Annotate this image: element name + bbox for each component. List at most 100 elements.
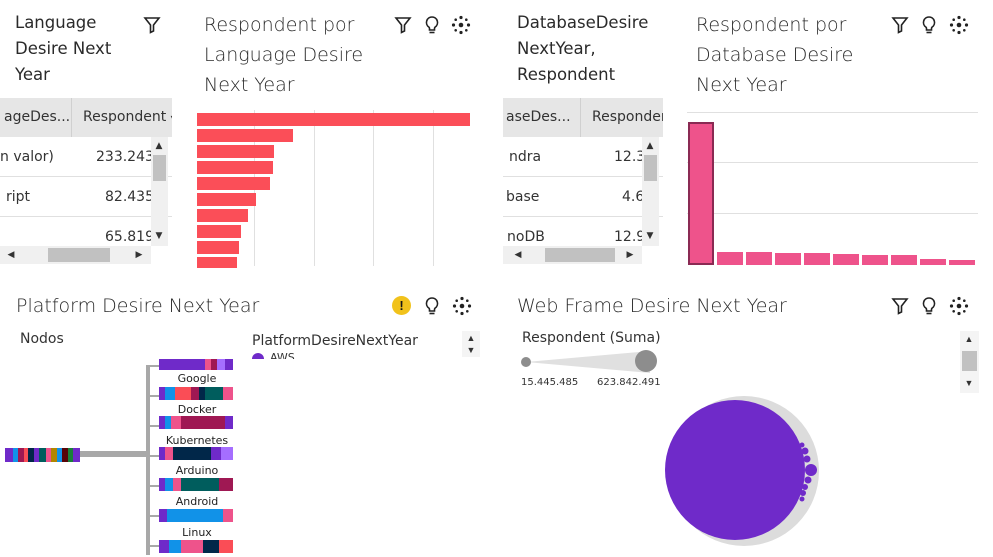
scroll-down-icon[interactable]: ▼: [466, 345, 476, 355]
bar[interactable]: [197, 129, 293, 142]
bar[interactable]: [920, 259, 946, 265]
cell-respondent: 12.9: [614, 229, 646, 245]
node-bar[interactable]: [159, 387, 233, 400]
legend-title: PlatformDesireNextYear: [252, 333, 418, 349]
scroll-down-icon[interactable]: ▼: [155, 231, 163, 241]
cell-database: noDB: [507, 229, 545, 245]
vertical-scrollbar[interactable]: ▲ ▼: [642, 137, 659, 246]
node-bar[interactable]: [159, 509, 233, 522]
vertical-scrollbar[interactable]: ▲ ▼: [151, 137, 168, 246]
scroll-left-icon[interactable]: ◀: [514, 250, 522, 260]
table-row[interactable]: n valor) 233.243: [0, 137, 172, 177]
scroll-right-icon[interactable]: ▶: [626, 250, 634, 260]
table-row[interactable]: base 4.6: [503, 177, 663, 217]
scroll-thumb[interactable]: [644, 155, 657, 181]
bar[interactable]: [197, 113, 470, 126]
bar[interactable]: [197, 209, 248, 222]
node-bar[interactable]: [159, 478, 233, 491]
database-table-title: DatabaseDesire NextYear, Respondent: [517, 13, 649, 84]
warning-icon[interactable]: !: [392, 296, 411, 315]
table-row[interactable]: noDB 12.9: [503, 217, 663, 257]
table-header-respondent[interactable]: Respondent: [581, 98, 663, 137]
bar[interactable]: [197, 241, 239, 254]
webframe-panel: Web Frame Desire Next Year Respondent (S…: [503, 285, 993, 557]
table-header-language[interactable]: ageDes...: [0, 98, 72, 137]
node-bar[interactable]: [159, 540, 233, 553]
cell-respondent: 12.3: [614, 149, 646, 165]
node-bar[interactable]: [159, 447, 233, 460]
bar[interactable]: [862, 255, 888, 265]
legend-scrollbar[interactable]: ▲ ▼: [960, 331, 979, 393]
bar[interactable]: [746, 252, 772, 265]
sort-desc-icon[interactable]: ▾: [171, 113, 172, 124]
scroll-thumb[interactable]: [962, 351, 977, 371]
bar[interactable]: [197, 161, 273, 174]
nodes-label: Nodos: [20, 331, 64, 347]
database-table-panel: DatabaseDesire NextYear, Respondent aseD…: [503, 0, 663, 268]
filter-icon[interactable]: [141, 14, 163, 36]
bar[interactable]: [688, 122, 714, 265]
scroll-up-icon[interactable]: ▲: [964, 334, 974, 344]
bar[interactable]: [949, 260, 975, 265]
bar[interactable]: [197, 145, 274, 158]
bar[interactable]: [197, 177, 270, 190]
legend-item-aws[interactable]: AWS: [252, 351, 352, 359]
table-header-respondent[interactable]: Respondent ▾: [72, 98, 172, 137]
lightbulb-icon[interactable]: [918, 295, 940, 317]
gridline: [373, 110, 374, 266]
platform-title: Platform Desire Next Year: [16, 295, 260, 317]
database-chart-panel: Respondent por Database Desire Next Year: [684, 0, 993, 268]
ai-assistant-icon[interactable]: [451, 295, 473, 317]
bar[interactable]: [197, 225, 241, 238]
table-row[interactable]: ndra 12.3: [503, 137, 663, 177]
bubble: [805, 464, 817, 476]
cell-language: n valor): [0, 149, 54, 165]
scroll-up-icon[interactable]: ▲: [466, 333, 476, 343]
cell-respondent: 4.6: [622, 189, 645, 205]
scroll-thumb[interactable]: [545, 248, 615, 262]
scroll-right-icon[interactable]: ▶: [135, 250, 143, 260]
node-bar[interactable]: [159, 416, 233, 429]
horizontal-scrollbar[interactable]: ◀ ▶: [503, 246, 642, 264]
ai-assistant-icon[interactable]: [948, 295, 970, 317]
packed-bubble-chart: [665, 396, 819, 546]
scroll-up-icon[interactable]: ▲: [646, 141, 654, 151]
lightbulb-icon[interactable]: [421, 295, 443, 317]
lightbulb-icon[interactable]: [421, 14, 443, 36]
table-header-database[interactable]: aseDes...: [503, 98, 581, 137]
ai-assistant-icon[interactable]: [450, 14, 472, 36]
table-row[interactable]: ript 82.435: [0, 177, 172, 217]
legend-scrollbar[interactable]: ▲ ▼: [462, 331, 480, 357]
size-legend-wedge: [521, 350, 657, 373]
bar[interactable]: [891, 255, 917, 265]
cell-database: ndra: [509, 149, 542, 165]
bar[interactable]: [197, 193, 256, 206]
ai-assistant-icon[interactable]: [948, 14, 970, 36]
scroll-left-icon[interactable]: ◀: [7, 250, 15, 260]
bar[interactable]: [197, 257, 237, 268]
scroll-down-icon[interactable]: ▼: [964, 378, 974, 388]
bar[interactable]: [804, 253, 830, 265]
bubble: [804, 476, 812, 484]
gridline: [687, 162, 978, 163]
filter-icon[interactable]: [889, 14, 911, 36]
gridline: [433, 110, 434, 266]
node-label: Docker: [177, 403, 217, 416]
node-label: Linux: [182, 526, 212, 539]
lightbulb-icon[interactable]: [918, 14, 940, 36]
bar[interactable]: [717, 252, 743, 265]
filter-icon[interactable]: [392, 14, 414, 36]
bar[interactable]: [775, 253, 801, 265]
scroll-thumb[interactable]: [48, 248, 110, 262]
bubble: [799, 442, 805, 448]
node-bar[interactable]: [159, 359, 233, 370]
language-table-panel: Language Desire Next Year ageDes... Resp…: [0, 0, 172, 268]
scroll-down-icon[interactable]: ▼: [646, 231, 654, 241]
bar[interactable]: [833, 254, 859, 265]
horizontal-scrollbar[interactable]: ◀ ▶: [0, 246, 151, 264]
scroll-thumb[interactable]: [153, 155, 166, 181]
root-node[interactable]: [5, 448, 80, 462]
filter-icon[interactable]: [889, 295, 911, 317]
table-row[interactable]: 65.819: [0, 217, 172, 257]
scroll-up-icon[interactable]: ▲: [155, 141, 163, 151]
